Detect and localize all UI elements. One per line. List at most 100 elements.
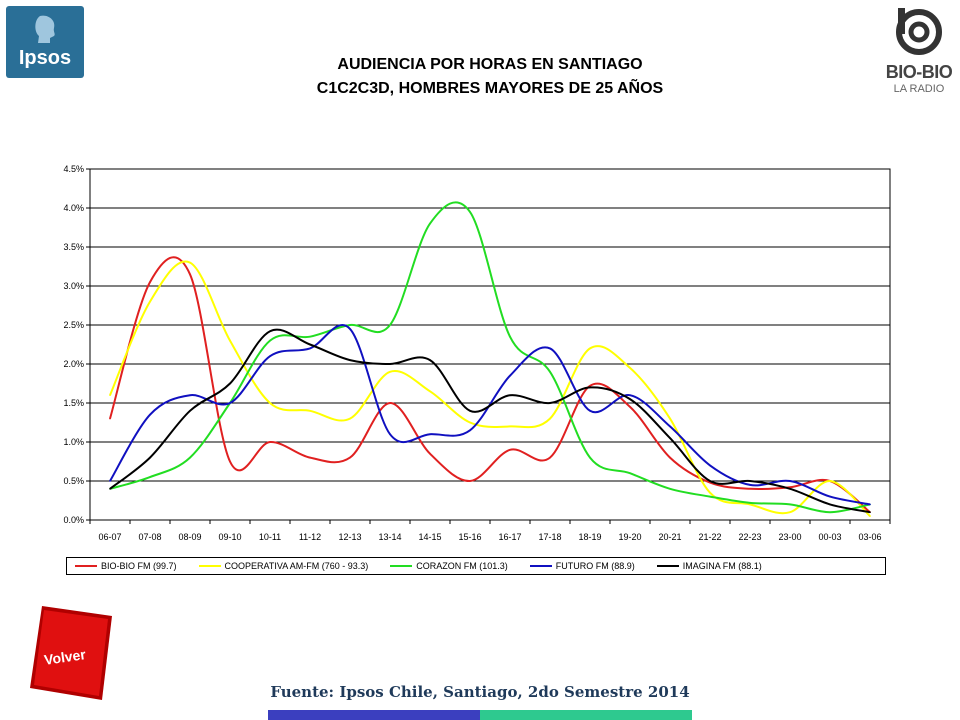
data-point-series-1 (349, 417, 351, 420)
data-point-series-2 (749, 502, 751, 504)
data-point-series-2 (469, 211, 471, 213)
data-point-series-3 (309, 347, 311, 350)
data-point-series-1 (109, 394, 111, 397)
legend-item-4: IMAGINA FM (88.1) (656, 561, 762, 571)
data-point-series-1 (309, 410, 311, 412)
data-point-series-3 (749, 484, 751, 486)
data-point-series-3 (549, 347, 551, 350)
chart-legend: BIO-BIO FM (99.7) COOPERATIVA AM-FM (760 … (66, 557, 886, 575)
x-tick-label: 09-10 (218, 532, 241, 542)
legend-item-1: COOPERATIVA AM-FM (760 - 93.3) (198, 561, 369, 571)
x-tick-label: 18-19 (578, 532, 601, 542)
data-point-series-3 (269, 355, 271, 358)
data-point-series-0 (149, 281, 151, 283)
x-tick-label: 22-23 (738, 532, 761, 542)
data-point-series-4 (469, 410, 471, 412)
data-point-series-4 (149, 456, 151, 459)
data-point-series-4 (669, 437, 671, 439)
data-point-series-1 (629, 367, 631, 369)
data-point-series-2 (149, 476, 151, 478)
data-point-series-4 (869, 511, 871, 513)
series-line-2 (109, 201, 871, 514)
data-point-series-1 (429, 390, 431, 393)
legend-swatch (656, 565, 679, 567)
x-tick-label: 10-11 (259, 532, 281, 542)
data-point-series-3 (109, 480, 111, 482)
data-point-series-2 (829, 511, 831, 513)
data-point-series-0 (469, 480, 471, 482)
series-line-1 (109, 260, 871, 517)
x-tick-label: 11-12 (299, 532, 321, 542)
data-point-series-0 (509, 449, 511, 451)
legend-swatch (529, 565, 552, 567)
data-point-series-3 (469, 429, 471, 432)
x-tick-label: 20-21 (658, 532, 681, 542)
data-point-series-1 (709, 491, 711, 494)
y-tick-label: 1.5% (63, 398, 84, 408)
footer-bar-blue (268, 710, 480, 720)
data-point-series-3 (669, 425, 671, 428)
footer-bar-teal (480, 710, 692, 720)
y-tick-label: 0.0% (63, 515, 84, 525)
data-point-series-3 (189, 394, 191, 397)
data-point-series-0 (749, 488, 751, 490)
y-tick-label: 0.5% (63, 476, 84, 486)
data-point-series-1 (549, 417, 551, 420)
x-tick-label: 12-13 (338, 532, 361, 542)
legend-swatch (198, 565, 221, 567)
data-point-series-4 (709, 480, 711, 482)
legend-label: IMAGINA FM (88.1) (682, 561, 762, 571)
data-point-series-1 (589, 347, 591, 350)
biobio-logo-name: BIO-BIO (885, 62, 953, 82)
data-point-series-4 (629, 398, 631, 400)
data-point-series-4 (269, 330, 271, 333)
data-point-series-0 (549, 456, 551, 459)
legend-label: BIO-BIO FM (99.7) (101, 561, 177, 571)
source-note: Fuente: Ipsos Chile, Santiago, 2do Semes… (270, 683, 690, 701)
data-point-series-1 (509, 425, 511, 428)
legend-label: COOPERATIVA AM-FM (760 - 93.3) (224, 561, 369, 571)
data-point-series-4 (429, 359, 431, 361)
x-tick-label: 21-22 (698, 532, 721, 542)
data-point-series-2 (549, 371, 551, 373)
y-tick-label: 3.0% (63, 281, 84, 291)
data-point-series-1 (189, 261, 191, 264)
data-point-series-4 (189, 410, 191, 412)
data-point-series-0 (349, 456, 351, 459)
x-tick-label: 13-14 (378, 532, 401, 542)
data-point-series-3 (629, 394, 631, 397)
data-point-series-1 (789, 511, 791, 513)
legend-item-2: CORAZON FM (101.3) (390, 561, 508, 571)
ipsos-logo: Ipsos (6, 6, 84, 78)
plot-area (89, 168, 891, 521)
data-point-series-2 (629, 472, 631, 475)
data-point-series-2 (789, 503, 791, 506)
data-point-series-3 (589, 410, 591, 412)
data-point-series-3 (829, 495, 831, 498)
data-point-series-0 (669, 456, 671, 459)
data-point-series-4 (789, 488, 791, 490)
y-tick-label: 2.5% (63, 320, 84, 330)
y-tick-label: 2.0% (63, 359, 84, 369)
ipsos-head-icon (35, 15, 55, 44)
x-tick-label: 19-20 (618, 532, 641, 542)
data-point-series-1 (469, 421, 471, 424)
data-point-series-4 (509, 394, 511, 397)
legend-label: CORAZON FM (101.3) (416, 561, 508, 571)
x-tick-label: 08-09 (178, 532, 201, 542)
x-tick-label: 23-00 (778, 532, 801, 542)
data-point-series-3 (349, 328, 351, 330)
data-point-series-1 (269, 402, 271, 404)
data-point-series-2 (509, 335, 511, 338)
biobio-symbol-icon (896, 8, 942, 55)
legend-swatch (390, 565, 413, 567)
volver-button[interactable] (26, 604, 116, 702)
page-title-line2: C1C2C3D, HOMBRES MAYORES DE 25 AÑOS (316, 80, 664, 97)
data-point-series-3 (709, 464, 711, 467)
x-tick-label: 07-08 (138, 532, 161, 542)
data-point-series-3 (149, 413, 151, 416)
data-point-series-2 (669, 488, 671, 490)
data-point-series-4 (549, 402, 551, 404)
x-tick-label: 16-17 (498, 532, 521, 542)
